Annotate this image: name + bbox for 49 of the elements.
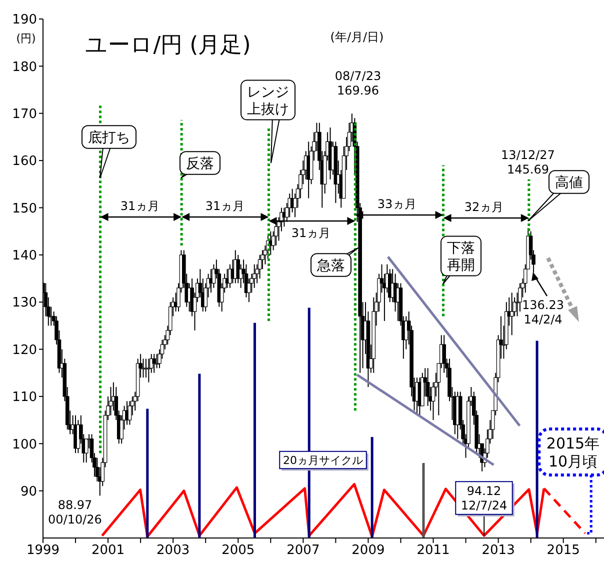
candlestick — [518, 282, 522, 312]
annotation: 31ヵ月 — [120, 199, 160, 214]
y-tick-label: 150 — [12, 201, 37, 216]
candlestick — [258, 254, 262, 279]
annotation: 136.23 14/2/4 — [522, 298, 564, 326]
y-tick-label: 170 — [12, 106, 37, 122]
y-tick-label: 100 — [12, 437, 37, 452]
x-tick-label: 2003 — [156, 543, 190, 558]
annotation: 13/12/27 145.69 — [501, 148, 555, 176]
text: ユーロ/円 (月足) — [85, 33, 251, 58]
y-tick-label: 120 — [12, 342, 37, 358]
x-tick-label: 1999 — [26, 543, 60, 558]
y-tick-label: 90 — [20, 484, 37, 500]
y-tick-label: 130 — [12, 296, 37, 311]
candlestick — [236, 254, 240, 284]
x-tick-label: 2001 — [91, 543, 125, 558]
annotation: 2015年10月頃 — [546, 434, 600, 470]
annotation: レンジ上抜け — [247, 84, 289, 118]
annotation: 20ヵ月サイクル — [283, 454, 363, 467]
candlestick — [442, 334, 446, 374]
y-tick-label: 180 — [12, 60, 37, 75]
x-tick-label: 2005 — [222, 543, 255, 558]
annotation: 94.12 12/7/24 — [460, 484, 508, 512]
y-tick-label: 140 — [12, 248, 37, 264]
x-tick-label: 2009 — [352, 543, 385, 558]
y-axis-title: (円) — [16, 32, 36, 45]
annotation: 33ヵ月 — [377, 197, 417, 212]
annotation: 31ヵ月 — [291, 226, 331, 240]
candlestick — [146, 358, 151, 383]
candlestick — [252, 264, 256, 288]
annotation: 急落 — [316, 258, 345, 274]
candlestick — [128, 400, 132, 426]
annotation: 下落再開 — [447, 240, 475, 274]
annotation: 32ヵ月 — [464, 200, 504, 214]
y-tick-label: 160 — [12, 154, 37, 170]
annotation: 88.97 00/10/26 — [48, 498, 102, 526]
annotation: 31ヵ月 — [205, 199, 245, 214]
annotation: 底打ち — [88, 130, 130, 146]
candlestick — [144, 358, 148, 378]
x-tick-label: 2011 — [416, 543, 450, 558]
x-tick-label: 2007 — [286, 543, 320, 558]
y-tick-label: 190 — [12, 12, 37, 28]
annotation: 高値 — [555, 174, 583, 191]
annotation: 反落 — [186, 156, 214, 172]
annotation: 08/7/23 169.96 — [334, 69, 382, 98]
y-tick-label: 110 — [12, 390, 37, 406]
x-tick-label: 2013 — [482, 543, 515, 558]
annotation: (年/月/日) — [330, 30, 384, 44]
x-tick-label: 2015 — [546, 543, 580, 558]
